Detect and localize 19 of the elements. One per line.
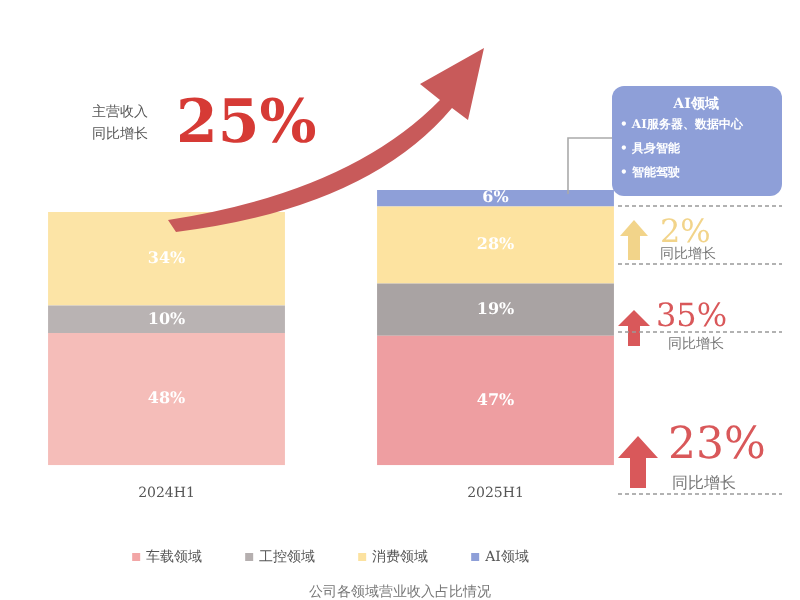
data-label: 34% <box>147 246 187 267</box>
bar <box>377 190 614 207</box>
bar <box>48 212 285 306</box>
data-label: 19% <box>476 297 516 318</box>
bar <box>48 305 285 334</box>
bar <box>48 333 285 466</box>
data-label: 6% <box>482 186 510 207</box>
data-label: 28% <box>476 233 516 254</box>
annotation: 2% <box>660 212 711 250</box>
bar <box>377 335 614 466</box>
annotation: 35% <box>656 296 728 334</box>
data-label: 48% <box>147 387 187 408</box>
data-label: 10% <box>147 307 187 328</box>
text: 25% <box>176 88 317 158</box>
bar <box>377 283 614 336</box>
text: 23% <box>668 420 766 470</box>
text: 同比增长 <box>672 474 736 492</box>
bar <box>377 206 614 284</box>
data-label: 47% <box>476 388 516 409</box>
